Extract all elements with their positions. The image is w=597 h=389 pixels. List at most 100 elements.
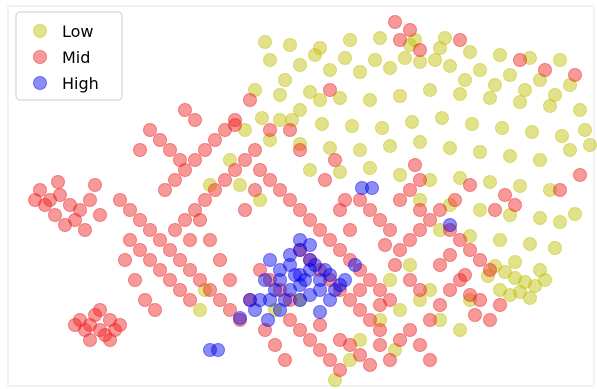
point-mid-134	[473, 293, 487, 307]
point-high-15	[293, 243, 307, 257]
legend-label-high: High	[62, 74, 99, 93]
point-low-57	[333, 165, 347, 179]
point-mid-3	[63, 198, 77, 212]
point-mid-145	[183, 233, 197, 247]
point-mid-53	[188, 203, 202, 217]
point-mid-188	[423, 353, 437, 367]
legend-marker-low	[33, 24, 47, 38]
point-mid-44	[173, 283, 187, 297]
point-mid-25	[93, 303, 107, 317]
point-low-94	[463, 293, 477, 307]
point-low-110	[278, 73, 292, 87]
point-low-22	[248, 83, 262, 97]
point-low-80	[518, 275, 532, 289]
point-mid-43	[163, 273, 177, 287]
point-mid-119	[323, 353, 337, 367]
point-mid-177	[388, 258, 402, 272]
point-low-69	[533, 211, 547, 225]
point-mid-67	[228, 113, 242, 127]
point-mid-109	[323, 273, 337, 287]
point-low-28	[423, 83, 437, 97]
point-mid-75	[253, 163, 267, 177]
point-low-53	[503, 149, 517, 163]
point-low-40	[435, 111, 449, 125]
point-low-34	[255, 111, 269, 125]
point-mid-28	[113, 193, 127, 207]
point-mid-4	[73, 203, 87, 217]
point-mid-19	[88, 308, 102, 322]
point-mid-65	[208, 133, 222, 147]
point-low-32	[543, 99, 557, 113]
point-high-21	[308, 258, 322, 272]
point-low-18	[473, 63, 487, 77]
point-mid-46	[123, 233, 137, 247]
point-low-46	[293, 137, 307, 151]
point-mid-17	[93, 323, 107, 337]
point-low-54	[533, 153, 547, 167]
point-mid-7	[48, 208, 62, 222]
point-low-121	[583, 138, 597, 152]
point-mid-84	[343, 253, 357, 267]
point-low-116	[458, 73, 472, 87]
point-high-10	[293, 278, 307, 292]
point-mid-171	[318, 173, 332, 187]
point-high-38	[443, 218, 457, 232]
point-low-11	[263, 53, 277, 67]
point-mid-0	[33, 183, 47, 197]
point-mid-191	[268, 338, 282, 352]
point-low-76	[548, 241, 562, 255]
point-low-77	[488, 259, 502, 273]
point-low-103	[223, 153, 237, 167]
point-low-21	[563, 78, 577, 92]
point-low-73	[463, 229, 477, 243]
point-mid-94	[443, 223, 457, 237]
point-mid-29	[123, 203, 137, 217]
point-mid-63	[188, 153, 202, 167]
legend-label-mid: Mid	[62, 48, 90, 67]
point-mid-37	[203, 283, 217, 297]
point-mid-61	[168, 173, 182, 187]
point-mid-90	[403, 233, 417, 247]
point-mid-160	[243, 93, 257, 107]
points-layer	[28, 15, 597, 387]
point-mid-125	[383, 353, 397, 367]
point-mid-39	[223, 303, 237, 317]
point-mid-104	[403, 183, 417, 197]
point-mid-12	[28, 193, 42, 207]
point-high-14	[283, 248, 297, 262]
point-mid-64	[198, 143, 212, 157]
point-mid-113	[363, 313, 377, 327]
point-mid-126	[393, 333, 407, 347]
point-mid-42	[153, 263, 167, 277]
point-high-23	[328, 283, 342, 297]
point-mid-10	[78, 223, 92, 237]
point-low-119	[548, 88, 562, 102]
point-low-62	[483, 175, 497, 189]
point-mid-174	[343, 223, 357, 237]
point-low-63	[513, 179, 527, 193]
point-high-30	[248, 303, 262, 317]
point-mid-128	[413, 338, 427, 352]
point-low-44	[555, 129, 569, 143]
point-mid-190	[258, 323, 272, 337]
point-mid-32	[153, 233, 167, 247]
point-low-61	[453, 171, 467, 185]
point-mid-18	[103, 313, 117, 327]
point-low-29	[453, 87, 467, 101]
point-low-19	[503, 68, 517, 82]
point-mid-36	[193, 273, 207, 287]
point-mid-115	[283, 313, 297, 327]
point-mid-55	[208, 183, 222, 197]
point-high-36	[355, 181, 369, 195]
point-high-39	[313, 305, 327, 319]
point-low-27	[393, 89, 407, 103]
point-mid-139	[243, 293, 257, 307]
point-high-16	[303, 253, 317, 267]
point-mid-108	[313, 263, 327, 277]
point-high-37	[365, 181, 379, 195]
point-mid-144	[193, 213, 207, 227]
point-low-97	[403, 258, 417, 272]
point-low-74	[493, 233, 507, 247]
point-low-124	[198, 283, 212, 297]
point-mid-143	[203, 233, 217, 247]
